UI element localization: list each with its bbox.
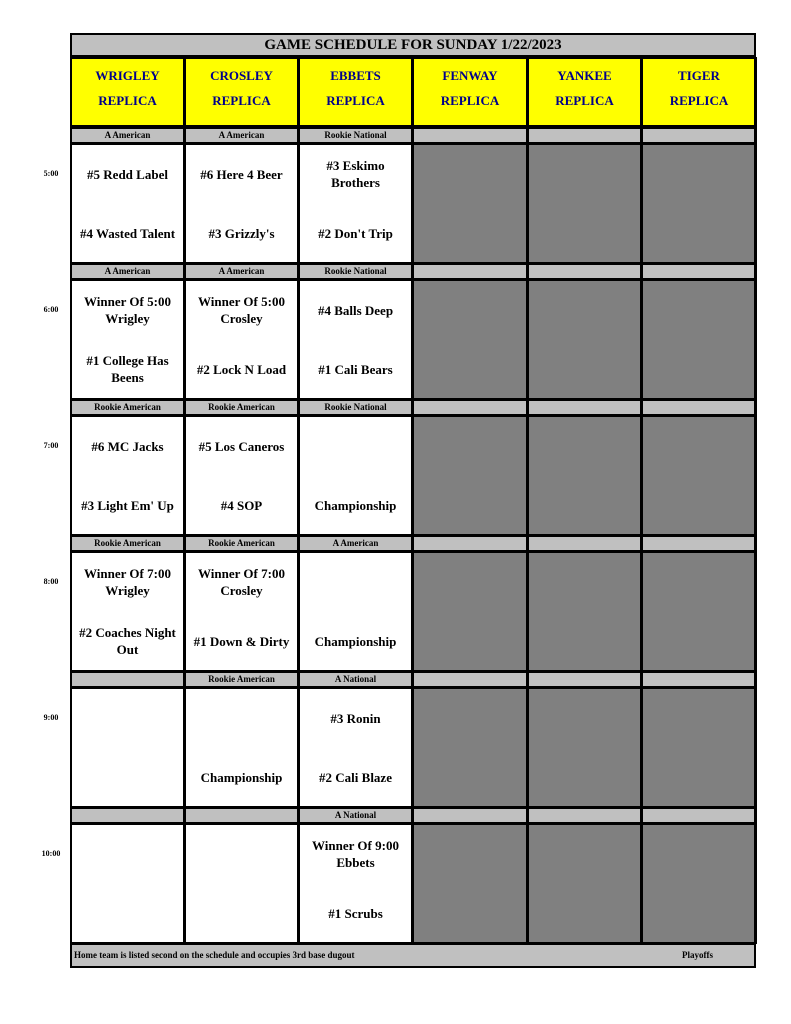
footer-playoffs-label: Playoffs: [682, 950, 713, 960]
unused-field-cell: [412, 551, 528, 672]
team-home: #1 Down & Dirty: [193, 633, 290, 649]
team-home: #4 Wasted Talent: [79, 225, 176, 241]
team-away: #3 Eskimo Brothers: [326, 158, 385, 190]
team-away: Winner Of 5:00 Wrigley: [84, 294, 171, 326]
field-subtitle: REPLICA: [555, 93, 614, 108]
time-label: 9:00: [43, 713, 59, 722]
field-name: YANKEE: [557, 68, 612, 83]
time-label: 5:00: [43, 169, 59, 178]
game-cell: Winner Of 5:00 Wrigley #1 College Has Bee…: [70, 279, 185, 400]
field-subtitle: REPLICA: [440, 93, 500, 108]
field-name: TIGER: [678, 68, 720, 83]
unused-field-cell: [412, 279, 528, 400]
field-name: FENWAY: [442, 68, 498, 83]
team-home: #2 Cali Blaze: [319, 769, 392, 785]
team-home: #3 Grizzly's: [208, 225, 275, 241]
unused-field-cell: [641, 279, 757, 400]
time-label: 7:00: [43, 441, 59, 450]
field-header-ebbets: EBBETS REPLICA: [298, 57, 413, 127]
team-away: #4 Balls Deep: [317, 302, 394, 318]
field-header-tiger: TIGER REPLICA: [641, 57, 757, 127]
team-away: Winner Of 7:00 Crosley: [198, 566, 285, 598]
team-home: #2 Lock N Load: [196, 361, 287, 377]
team-home: #2 Don't Trip: [318, 225, 393, 241]
team-home: #1 College Has Beens: [86, 353, 169, 385]
field-name: EBBETS: [330, 68, 381, 83]
team-home: Championship: [200, 769, 283, 785]
team-home: Championship: [314, 497, 397, 513]
unused-field-cell: [641, 687, 757, 808]
field-header-crosley: CROSLEY REPLICA: [184, 57, 299, 127]
unused-field-cell: [641, 551, 757, 672]
game-cell: #3 Eskimo Brothers #2 Don't Trip: [298, 143, 413, 264]
field-header-fenway: FENWAY REPLICA: [412, 57, 528, 127]
field-subtitle: REPLICA: [669, 93, 729, 108]
unused-field-cell: [527, 143, 642, 264]
team-home: #4 SOP: [220, 497, 263, 513]
footer: Home team is listed second on the schedu…: [70, 943, 756, 968]
team-away: #5 Redd Label: [87, 166, 168, 182]
unused-field-cell: [412, 415, 528, 536]
table-border: [70, 33, 756, 968]
team-home: #2 Coaches Night Out: [79, 625, 176, 657]
unused-field-cell: [412, 687, 528, 808]
team-away: Winner Of 9:00 Ebbets: [312, 838, 399, 870]
team-home: #3 Light Em' Up: [81, 497, 174, 513]
team-home: #1 Cali Bears: [318, 361, 393, 377]
game-cell: Winner Of 5:00 Crosley #2 Lock N Load: [184, 279, 299, 400]
team-home: #1 Scrubs: [328, 905, 383, 921]
time-label: 10:00: [41, 849, 61, 858]
team-away: #5 Los Caneros: [198, 438, 285, 454]
unused-field-cell: [641, 415, 757, 536]
game-cell: #6 MC Jacks #3 Light Em' Up: [70, 415, 185, 536]
team-away: Winner Of 5:00 Crosley: [198, 294, 285, 326]
game-cell: Championship: [298, 551, 413, 672]
game-cell: Winner Of 9:00 Ebbets #1 Scrubs: [298, 823, 413, 944]
team-away: #3 Ronin: [330, 710, 381, 726]
game-cell: Winner Of 7:00 Wrigley #2 Coaches Night O…: [70, 551, 185, 672]
team-away: #6 MC Jacks: [91, 438, 164, 454]
team-home: Championship: [314, 633, 397, 649]
team-away: #6 Here 4 Beer: [200, 166, 283, 182]
field-header-yankee: YANKEE REPLICA: [527, 57, 642, 127]
field-name: WRIGLEY: [95, 68, 160, 83]
field-subtitle: REPLICA: [212, 93, 271, 108]
time-label: 6:00: [43, 305, 59, 314]
time-label: 8:00: [43, 577, 59, 586]
field-name: CROSLEY: [210, 68, 273, 83]
footer-note: Home team is listed second on the schedu…: [74, 950, 355, 960]
game-cell: Championship: [298, 415, 413, 536]
field-subtitle: REPLICA: [98, 93, 157, 108]
team-away: Winner Of 7:00 Wrigley: [84, 566, 171, 598]
game-cell: Winner Of 7:00 Crosley #1 Down & Dirty: [184, 551, 299, 672]
field-subtitle: REPLICA: [326, 93, 385, 108]
game-cell: #5 Redd Label #4 Wasted Talent: [70, 143, 185, 264]
